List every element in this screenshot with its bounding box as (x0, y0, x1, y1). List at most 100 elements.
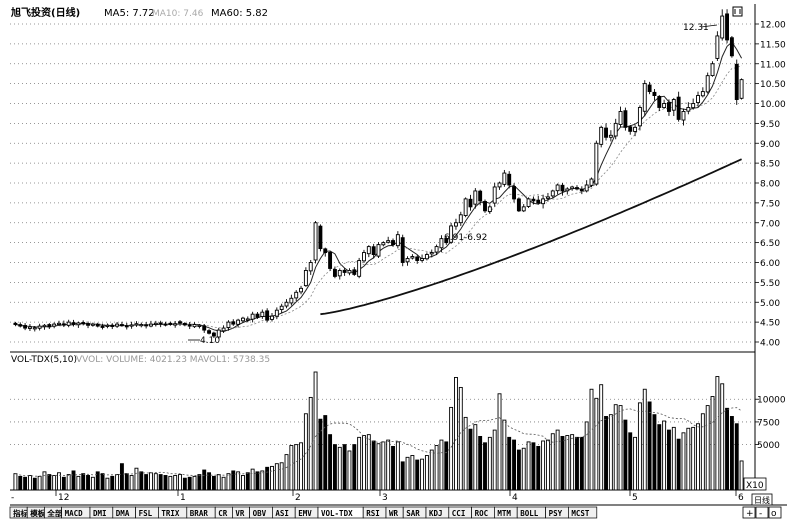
indicator-tab[interactable]: 全部 (44, 506, 63, 519)
indicator-tab[interactable]: KDJ (425, 506, 450, 519)
svg-text:EMV: EMV (298, 509, 312, 518)
volume-bar (207, 472, 212, 491)
svg-text:+: + (746, 509, 754, 519)
candle (725, 9, 730, 44)
reset-button[interactable]: o (768, 506, 782, 519)
candle (647, 81, 652, 95)
candle (376, 242, 381, 258)
indicator-tab[interactable]: SAR (402, 506, 427, 519)
candle (81, 320, 86, 326)
price-tick-label: 6.00 (760, 259, 780, 269)
date-axis-ticks: 12 1 2 3 4 5 6- (11, 490, 744, 503)
indicator-tab[interactable]: PSY (545, 506, 569, 519)
candle (187, 321, 192, 330)
candle (570, 185, 575, 191)
indicator-tab[interactable]: 指标 (9, 506, 28, 519)
volume-bar (265, 466, 270, 491)
candle (667, 99, 671, 116)
svg-text:FSL: FSL (139, 509, 153, 518)
candle (270, 313, 274, 322)
volume-bar (550, 433, 555, 491)
indicator-tab[interactable]: BRAR (186, 506, 216, 519)
box-icon[interactable] (732, 6, 743, 17)
volume-bar (623, 419, 628, 491)
volume-bar (642, 388, 647, 491)
indicator-tab[interactable]: 模板 (26, 506, 46, 519)
volume-bar (705, 405, 710, 491)
volume-bar (439, 439, 444, 491)
indicator-tab[interactable]: EMV (294, 506, 319, 519)
candle (347, 268, 352, 276)
volume-bar (178, 474, 182, 491)
volume-bar (323, 415, 328, 491)
volume-bar (294, 444, 299, 491)
svg-text:指标: 指标 (13, 508, 28, 518)
indicator-tab[interactable]: VOL-TDX (317, 506, 364, 519)
timeframe-button[interactable]: 日线 (751, 493, 773, 506)
candle (86, 321, 90, 329)
candle (168, 321, 173, 326)
indicator-tab[interactable]: ROC (471, 506, 495, 519)
volume-bar (420, 458, 425, 491)
volume-bar (255, 471, 260, 491)
indicator-tab[interactable]: MTM (494, 506, 518, 519)
indicator-tab[interactable]: RSI (362, 506, 387, 519)
volume-bar (90, 476, 95, 491)
candle (323, 247, 328, 257)
svg-text:DMI: DMI (93, 509, 107, 518)
indicator-tab[interactable]: CCI (448, 506, 472, 519)
indicator-tab[interactable]: DMA (112, 506, 136, 519)
indicator-tab[interactable]: ASI (272, 506, 296, 519)
volume-axis-ticks: 5000 7500 10000 (755, 396, 786, 451)
price-tick-label: 8.00 (760, 180, 780, 190)
indicator-tab[interactable]: MCST (568, 506, 598, 519)
indicator-tab[interactable]: VR (232, 506, 250, 519)
indicator-tab[interactable]: DMI (89, 506, 114, 519)
low-annotation: 4.10 (200, 336, 220, 346)
volume-bar (313, 371, 318, 491)
candle (27, 324, 32, 331)
candle (623, 107, 628, 131)
candle (608, 130, 613, 142)
volume-bar (279, 462, 284, 491)
candle (560, 182, 565, 196)
svg-text:BOLL: BOLL (520, 509, 539, 518)
indicator-tab[interactable]: OBV (249, 506, 273, 519)
volume-bar (202, 469, 207, 491)
volume-bar (52, 475, 57, 491)
ma5-label: MA5: 7.72 (104, 8, 155, 19)
zoom-out-button[interactable]: - (755, 506, 769, 519)
candle (279, 303, 284, 314)
volume-bar (492, 429, 497, 491)
zoom-in-button[interactable]: + (742, 506, 756, 519)
svg-text:WR: WR (389, 509, 399, 518)
volume-bar (260, 470, 265, 491)
indicator-tab[interactable]: MACD (61, 506, 91, 519)
volume-bar (444, 441, 449, 491)
candle (274, 307, 279, 320)
volume-bar (134, 467, 139, 491)
indicator-tab[interactable]: WR (385, 506, 404, 519)
candle (434, 244, 439, 256)
indicator-tab[interactable]: CR (214, 506, 233, 519)
volume-bar (366, 434, 371, 491)
volume-bar (61, 476, 66, 491)
volume-bar (47, 474, 52, 491)
volume-bar (521, 447, 526, 491)
date-axis-start: - (11, 493, 14, 503)
volume-bar (163, 475, 168, 491)
candle (124, 322, 129, 330)
candle (521, 204, 526, 213)
svg-text:ASI: ASI (275, 509, 289, 518)
volume-bar (671, 426, 676, 491)
candle (265, 308, 270, 323)
candle (90, 322, 95, 327)
volume-bar (352, 444, 357, 491)
volume-bar (429, 449, 434, 491)
indicator-tab[interactable]: BOLL (516, 506, 546, 519)
candle (313, 221, 318, 264)
indicator-tab[interactable]: FSL (135, 506, 159, 519)
indicator-tab[interactable]: TRIX (158, 506, 188, 519)
